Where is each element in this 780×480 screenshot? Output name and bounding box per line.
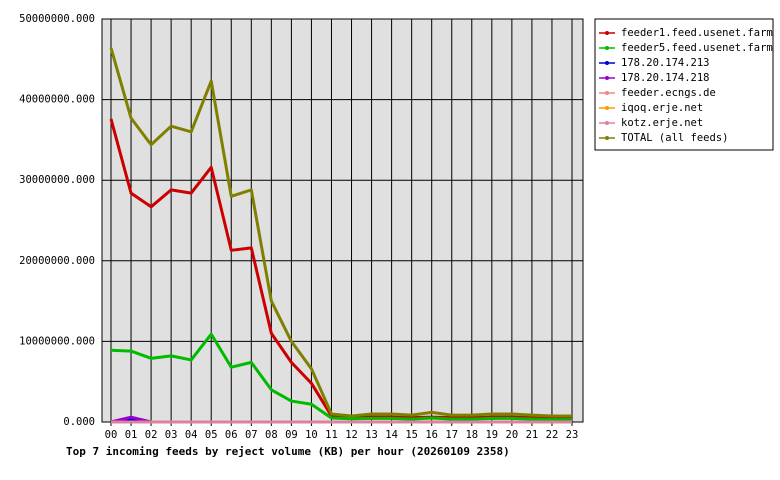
legend-dot: [605, 136, 609, 140]
x-tick-label: 16: [425, 429, 438, 441]
x-tick-label: 00: [105, 429, 118, 441]
legend-label: feeder1.feed.usenet.farm: [621, 27, 773, 39]
legend-dot: [605, 61, 609, 65]
x-tick-label: 09: [285, 429, 298, 441]
legend-label: feeder5.feed.usenet.farm: [621, 42, 773, 54]
x-tick-label: 13: [365, 429, 378, 441]
y-tick-label: 50000000.000: [19, 13, 95, 25]
x-tick-label: 11: [325, 429, 338, 441]
x-tick-label: 19: [485, 429, 498, 441]
plot-area: [101, 18, 584, 423]
legend-label: 178.20.174.218: [621, 72, 710, 84]
x-tick-label: 15: [405, 429, 418, 441]
y-tick-label: 10000000.000: [19, 335, 95, 347]
x-tick-label: 01: [125, 429, 138, 441]
legend-dot: [605, 91, 609, 95]
x-tick-label: 22: [546, 429, 559, 441]
y-tick-label: 30000000.000: [19, 174, 95, 186]
legend-label: kotz.erje.net: [621, 117, 703, 129]
legend-label: TOTAL (all feeds): [621, 132, 728, 144]
x-tick-label: 21: [526, 429, 539, 441]
legend-box: [594, 18, 774, 151]
series-line: [110, 332, 572, 422]
legend-dot: [605, 76, 609, 80]
legend-label: 178.20.174.213: [621, 57, 710, 69]
legend-label: iqoq.erje.net: [621, 102, 703, 114]
x-tick-label: 23: [566, 429, 579, 441]
legend-label: feeder.ecngs.de: [621, 87, 716, 99]
x-tick-label: 10: [305, 429, 318, 441]
x-tick-label: 07: [245, 429, 258, 441]
x-tick-label: 04: [185, 429, 198, 441]
y-tick-label: 0.000: [63, 416, 95, 428]
x-tick-label: 08: [265, 429, 278, 441]
legend-dot: [605, 121, 609, 125]
x-tick-label: 02: [145, 429, 158, 441]
x-tick-label: 03: [165, 429, 178, 441]
x-tick-label: 20: [506, 429, 519, 441]
legend-dot: [605, 106, 609, 110]
legend-dot: [605, 46, 609, 50]
legend-dot: [605, 31, 609, 35]
y-tick-label: 40000000.000: [19, 94, 95, 106]
x-tick-label: 17: [445, 429, 458, 441]
x-tick-label: 05: [205, 429, 218, 441]
y-tick-label: 20000000.000: [19, 255, 95, 267]
x-tick-label: 12: [345, 429, 358, 441]
x-tick-label: 06: [225, 429, 238, 441]
x-tick-label: 18: [465, 429, 478, 441]
chart-title: Top 7 incoming feeds by reject volume (K…: [66, 445, 510, 458]
x-tick-label: 14: [385, 429, 398, 441]
series-line: [109, 47, 572, 418]
